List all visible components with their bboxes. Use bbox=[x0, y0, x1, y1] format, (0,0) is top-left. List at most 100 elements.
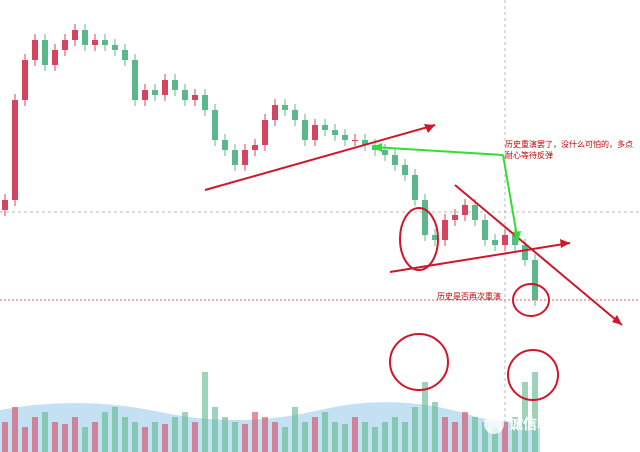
candle-body bbox=[142, 90, 148, 100]
volume-bar bbox=[522, 382, 528, 452]
candle-body bbox=[412, 175, 418, 200]
candle-body bbox=[362, 140, 368, 145]
candle-body bbox=[62, 40, 68, 50]
volume-bar bbox=[242, 424, 248, 452]
highlight bbox=[389, 333, 449, 391]
volume-bar bbox=[382, 422, 388, 452]
volume-bar bbox=[152, 422, 158, 452]
candle-body bbox=[52, 50, 58, 65]
volume-bar bbox=[132, 422, 138, 452]
volume-bar bbox=[372, 427, 378, 452]
highlight bbox=[512, 283, 550, 317]
volume-bar bbox=[302, 422, 308, 452]
candle-body bbox=[182, 90, 188, 100]
arrowhead bbox=[612, 315, 622, 325]
watermark-icon bbox=[484, 414, 504, 434]
volume-bar bbox=[342, 424, 348, 452]
highlight bbox=[507, 349, 559, 401]
candle-body bbox=[472, 205, 478, 220]
volume-bar bbox=[262, 417, 268, 452]
volume-bar bbox=[402, 422, 408, 452]
volume-bar bbox=[202, 372, 208, 452]
volume-bar bbox=[82, 427, 88, 452]
volume-bar bbox=[172, 417, 178, 452]
volume-bar bbox=[112, 407, 118, 452]
candle-body bbox=[172, 80, 178, 90]
annotation: 历史是否再次重演 bbox=[437, 291, 501, 301]
volume-bar bbox=[192, 422, 198, 452]
candle-body bbox=[382, 150, 388, 155]
volume-bar bbox=[102, 412, 108, 452]
pointer-arrow bbox=[371, 146, 504, 156]
volume-bar bbox=[392, 417, 398, 452]
volume-bar bbox=[462, 412, 468, 452]
arrowhead bbox=[560, 239, 570, 248]
candle-body bbox=[162, 80, 168, 95]
candle-body bbox=[202, 95, 208, 110]
candle-body bbox=[132, 60, 138, 100]
candle-body bbox=[192, 95, 198, 100]
candle-body bbox=[512, 235, 518, 245]
candle-body bbox=[302, 120, 308, 140]
highlight bbox=[399, 207, 439, 271]
candle-body bbox=[102, 40, 108, 45]
candle-body bbox=[122, 50, 128, 60]
candle-body bbox=[422, 200, 428, 235]
candle-body bbox=[222, 140, 228, 150]
volume-bar bbox=[452, 422, 458, 452]
candle-body bbox=[72, 30, 78, 40]
arrowhead bbox=[513, 231, 521, 242]
volume-bar bbox=[272, 422, 278, 452]
marks bbox=[2, 24, 538, 452]
candle-body bbox=[252, 145, 258, 150]
annotation: 耐心等待反弹 bbox=[505, 150, 553, 160]
candle-body bbox=[242, 150, 248, 165]
annotation: 历史重演罢了，没什么可怕的，多点 bbox=[505, 139, 633, 149]
candle-body bbox=[12, 100, 18, 200]
candle-body bbox=[112, 45, 118, 50]
volume-bar bbox=[432, 402, 438, 452]
volume-bar bbox=[362, 422, 368, 452]
volume-bar bbox=[412, 407, 418, 452]
candle-body bbox=[92, 40, 98, 45]
volume-bar bbox=[332, 422, 338, 452]
volume-bar bbox=[212, 407, 218, 452]
annotations bbox=[204, 124, 623, 401]
volume-bar bbox=[92, 422, 98, 452]
volume-bar bbox=[472, 417, 478, 452]
candle-body bbox=[332, 130, 338, 135]
arrowhead bbox=[424, 124, 435, 133]
candle-body bbox=[462, 205, 468, 215]
candle-body bbox=[352, 140, 358, 141]
volume-bar bbox=[72, 417, 78, 452]
volume-bar bbox=[12, 407, 18, 452]
candle-body bbox=[312, 125, 318, 140]
volume-bar bbox=[182, 412, 188, 452]
arrowhead bbox=[372, 143, 382, 152]
volume-bar bbox=[482, 422, 488, 452]
watermark: 诚信心灵语录二 bbox=[509, 416, 607, 433]
candle-body bbox=[32, 40, 38, 60]
trend-arrow bbox=[454, 184, 623, 326]
volume-bar bbox=[42, 412, 48, 452]
candle-body bbox=[212, 110, 218, 140]
candle-body bbox=[342, 135, 348, 140]
candle-body bbox=[402, 165, 408, 175]
volume-bar bbox=[292, 407, 298, 452]
volume-bar bbox=[252, 412, 258, 452]
trend-arrow bbox=[389, 242, 571, 273]
volume-bar bbox=[422, 382, 428, 452]
candle-body bbox=[82, 30, 88, 45]
volume-bar bbox=[142, 427, 148, 452]
candle-body bbox=[532, 260, 538, 300]
volume-bar bbox=[122, 417, 128, 452]
candle-body bbox=[2, 200, 8, 210]
volume-bar bbox=[312, 417, 318, 452]
candle-body bbox=[502, 235, 508, 245]
candle-body bbox=[482, 220, 488, 240]
candle-body bbox=[442, 220, 448, 240]
candle-body bbox=[292, 110, 298, 120]
pointer-arrow bbox=[502, 154, 519, 243]
